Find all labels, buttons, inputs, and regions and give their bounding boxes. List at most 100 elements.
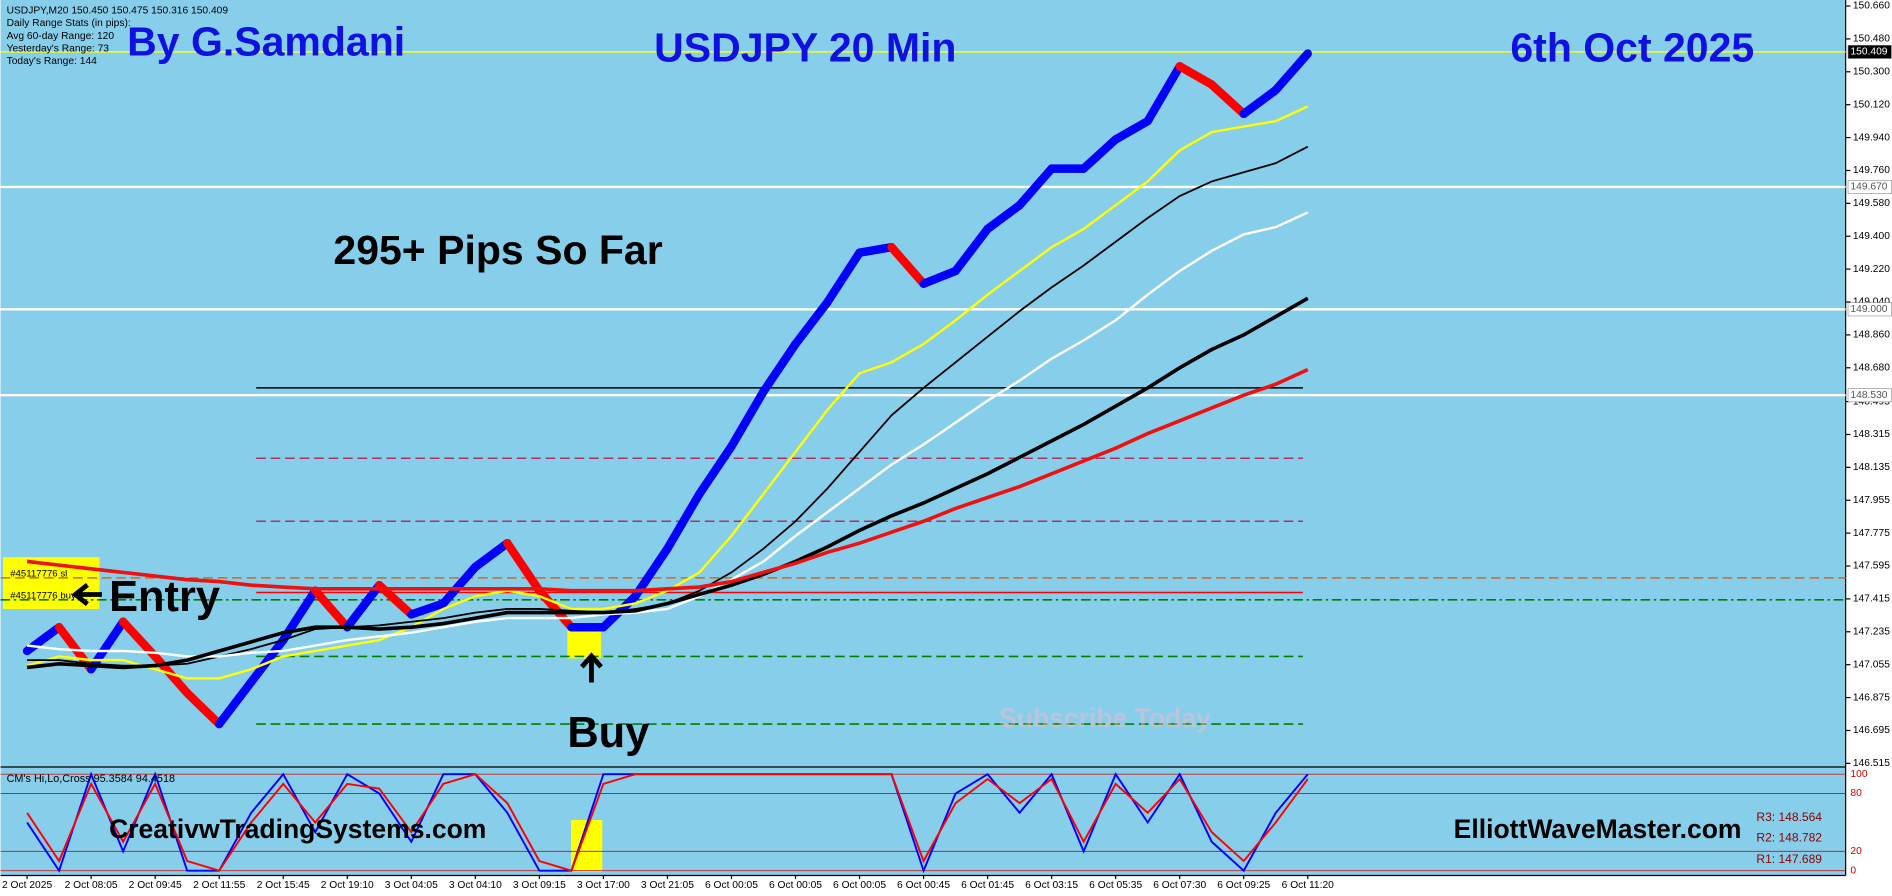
price-segment [311,586,352,632]
y-tick-label: 150.120 [1853,99,1890,110]
series-line [26,105,1309,680]
price-segment [86,617,128,674]
series-line [26,367,1309,593]
info-line: Daily Range Stats (in pips): [7,18,131,29]
level-label-box [1847,179,1892,194]
annotation: Buy [567,709,649,757]
x-tick-label: 2 Oct 08:05 [65,880,118,891]
buy-arrow [580,652,603,683]
price-segment [1207,80,1248,119]
y-tick-label: 150.300 [1853,67,1890,78]
y-tick-label: 148.135 [1853,462,1890,473]
price-segment [439,562,480,608]
x-tick-label: 6 Oct 03:15 [1025,880,1078,891]
y-tick-label: 149.040 [1853,297,1890,308]
annotation: CreativwTradingSystems.com [109,814,486,844]
price-segment [407,599,448,619]
info-line: USDJPY,M20 150.450 150.475 150.316 150.4… [7,6,229,17]
x-tick-label: 2 Oct 11:55 [193,880,246,891]
y-tick-label: 147.055 [1853,659,1890,670]
osc-tick-label: 80 [1850,788,1862,799]
y-tick-label: 146.515 [1853,758,1890,769]
x-tick-label: 6 Oct 09:25 [1217,880,1270,891]
price-segment [1079,135,1120,173]
y-tick-label: 147.235 [1853,627,1890,638]
price-segment [951,224,992,276]
x-tick-label: 3 Oct 04:10 [449,880,502,891]
y-tick-label: 147.955 [1853,495,1890,506]
x-tick-label: 6 Oct 00:05 [833,880,886,891]
price-segment [343,580,384,632]
y-tick-label: 147.415 [1853,594,1890,605]
y-tick-label: 149.580 [1853,198,1890,209]
annotation: 295+ Pips So Far [333,227,662,273]
y-tick-label: 149.220 [1853,264,1890,275]
level-label: 149.000 [1850,304,1887,315]
price-segment [887,242,928,288]
price-segment [1143,62,1184,126]
price-segment [631,544,672,601]
price-segment [1111,116,1152,144]
price-segment [727,387,768,451]
price-segment [663,489,704,553]
marks [0,49,1846,874]
osc-tick-label: 20 [1850,846,1862,857]
x-tick-label: 6 Oct 05:35 [1089,880,1142,891]
oscillator-title: CM's Hi,Lo,Cross 95.3584 94.4518 [7,773,175,785]
y-tick-label: 148.680 [1853,362,1890,373]
price-segment [1239,85,1280,119]
x-tick-label: 6 Oct 00:45 [897,880,950,891]
annotation: R2: 148.782 [1756,830,1822,844]
annotation: #45117776 buy [10,590,76,601]
price-segment [54,623,96,674]
x-tick-label: 3 Oct 04:05 [385,880,438,891]
x-tick-label: 2 Oct 09:45 [129,880,182,891]
price-segment [503,538,544,595]
price-segment [823,248,864,307]
price-segment [919,266,960,288]
info-line: Avg 60-day Range: 120 [7,31,115,42]
y-tick-label: 150.480 [1853,34,1890,45]
price-segment [535,586,576,632]
x-tick-label: 6 Oct 01:45 [961,880,1014,891]
price-segment [214,677,256,729]
x-tick-label: 6 Oct 00:05 [769,880,822,891]
price-segment [983,200,1024,234]
series-line [26,296,1309,670]
level-label-box [1847,388,1892,403]
annotation: ElliottWaveMaster.com [1454,814,1742,844]
price-segment [855,242,896,257]
y-tick-label: 148.315 [1853,429,1890,440]
buy-highlight [567,627,602,659]
author: By G.Samdani [127,18,405,64]
annotation: R1: 147.689 [1756,852,1822,866]
y-tick-label: 146.695 [1853,725,1890,736]
osc-tick-label: 100 [1850,769,1867,780]
price-segment [182,688,224,729]
price-segment [1015,164,1056,210]
price-segment [759,339,800,396]
price-segment [1271,49,1312,95]
series-line [26,211,1309,658]
info-line: Today's Range: 144 [7,56,98,67]
chart-title: USDJPY 20 Min [654,24,956,70]
price-segment [791,297,832,349]
price-segment [471,538,512,572]
entry-arrow [71,582,102,607]
annotation: Subscribe Today [999,703,1211,733]
y-tick-label: 149.760 [1853,165,1890,176]
osc-tick-label: 0 [1850,865,1856,876]
price-segment [118,617,160,661]
x-tick-label: 3 Oct 21:05 [641,880,694,891]
price-segment [1175,62,1216,89]
x-tick-label: 6 Oct 11:20 [1282,880,1335,891]
level-label: 149.670 [1850,182,1887,193]
x-tick-label: 3 Oct 09:15 [513,880,566,891]
x-tick-label: 2 Oct 19:10 [321,880,374,891]
series-line [26,773,1309,872]
price-segment [695,442,736,499]
x-tick-label: 6 Oct 00:05 [705,880,758,891]
y-tick-label: 146.875 [1853,692,1890,703]
